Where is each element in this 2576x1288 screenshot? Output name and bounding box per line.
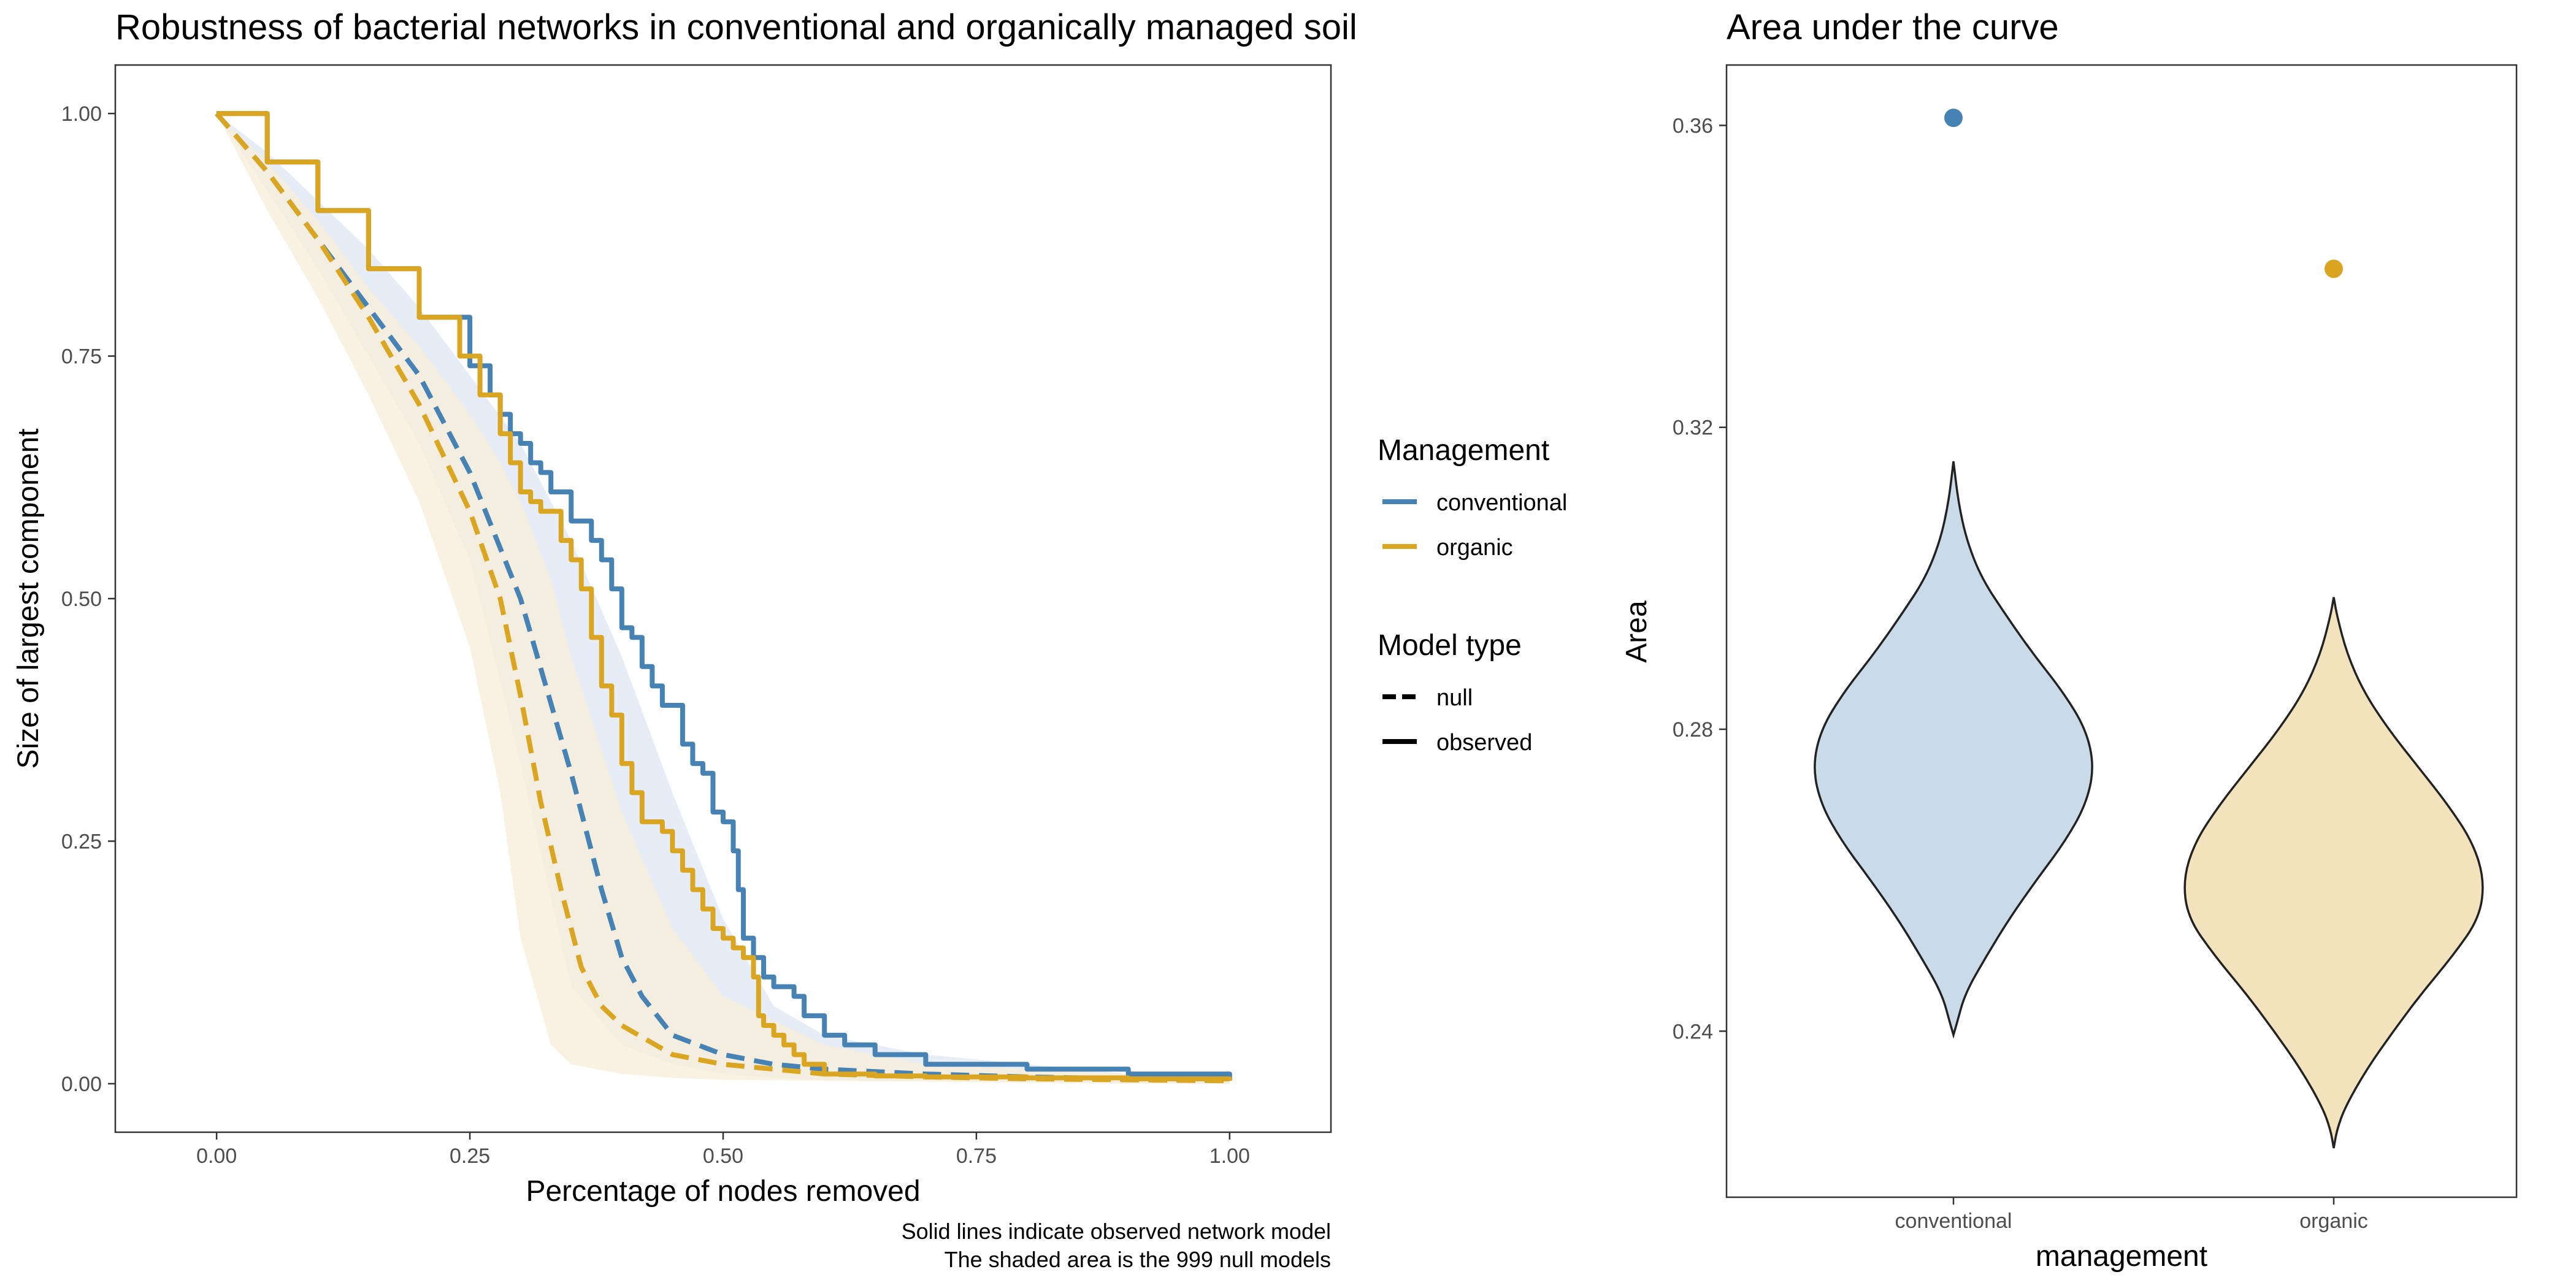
observed-point-conventional [1944,109,1963,128]
y-tick-label: 1.00 [61,102,102,126]
legend-label-null: null [1436,685,1473,711]
x-tick-label: 1.00 [1209,1144,1250,1168]
series-organic-observed [217,111,1232,1081]
x-tick-label: 0.00 [196,1144,237,1168]
legend-label-conventional: conventional [1436,490,1567,516]
series-layer [215,111,1232,1084]
legend: Management conventional organic Model ty… [1378,434,1567,756]
auc-x-axis: conventional organic [1895,1197,2368,1233]
legend-label-observed: observed [1436,730,1532,756]
auc-panel: Area under the curve conventional organic… [1620,7,2518,1273]
area-tick-label: 0.32 [1673,416,1713,440]
area-tick-label: 0.28 [1673,718,1713,742]
series-organic-null [215,112,1230,1084]
x-tick-label: 0.25 [450,1144,490,1168]
violin-organic [2183,597,2484,1149]
auc-x-axis-title: management [2036,1240,2207,1273]
robustness-panel: Robustness of bacterial networks in conv… [12,7,1357,1272]
auc-title: Area under the curve [1727,7,2059,47]
x-tick-label: 0.50 [703,1144,743,1168]
robustness-y-axis: 0.00 0.25 0.50 0.75 1.00 [61,102,115,1096]
y-tick-label: 0.75 [61,345,102,369]
x-tick-label: 0.75 [956,1144,997,1168]
caption-line-1: Solid lines indicate observed network mo… [902,1219,1331,1244]
y-tick-label: 0.00 [61,1073,102,1096]
caption-line-2: The shaded area is the 999 null models [945,1247,1331,1272]
category-label-conventional: conventional [1895,1209,2012,1233]
observed-point-organic [2325,259,2343,278]
auc-y-axis: 0.24 0.28 0.32 0.36 [1673,114,1727,1043]
robustness-title: Robustness of bacterial networks in conv… [115,7,1357,47]
violin-conventional [1814,461,2093,1039]
violin-layer [1814,461,2484,1149]
robustness-y-axis-title: Size of largest component [12,429,45,769]
area-tick-label: 0.24 [1673,1020,1713,1043]
robustness-x-axis-title: Percentage of nodes removed [526,1175,920,1208]
robustness-x-axis: 0.00 0.25 0.50 0.75 1.00 [196,1132,1250,1168]
auc-y-axis-title: Area [1620,600,1653,663]
legend-management-title: Management [1378,434,1549,467]
area-tick-label: 0.36 [1673,114,1713,137]
legend-label-organic: organic [1436,535,1513,561]
y-tick-label: 0.50 [61,588,102,611]
auc-plot-frame [1725,64,2518,1198]
y-tick-label: 0.25 [61,830,102,853]
legend-model-title: Model type [1378,629,1522,662]
observed-point-layer [1944,109,2343,278]
category-label-organic: organic [2299,1209,2368,1233]
